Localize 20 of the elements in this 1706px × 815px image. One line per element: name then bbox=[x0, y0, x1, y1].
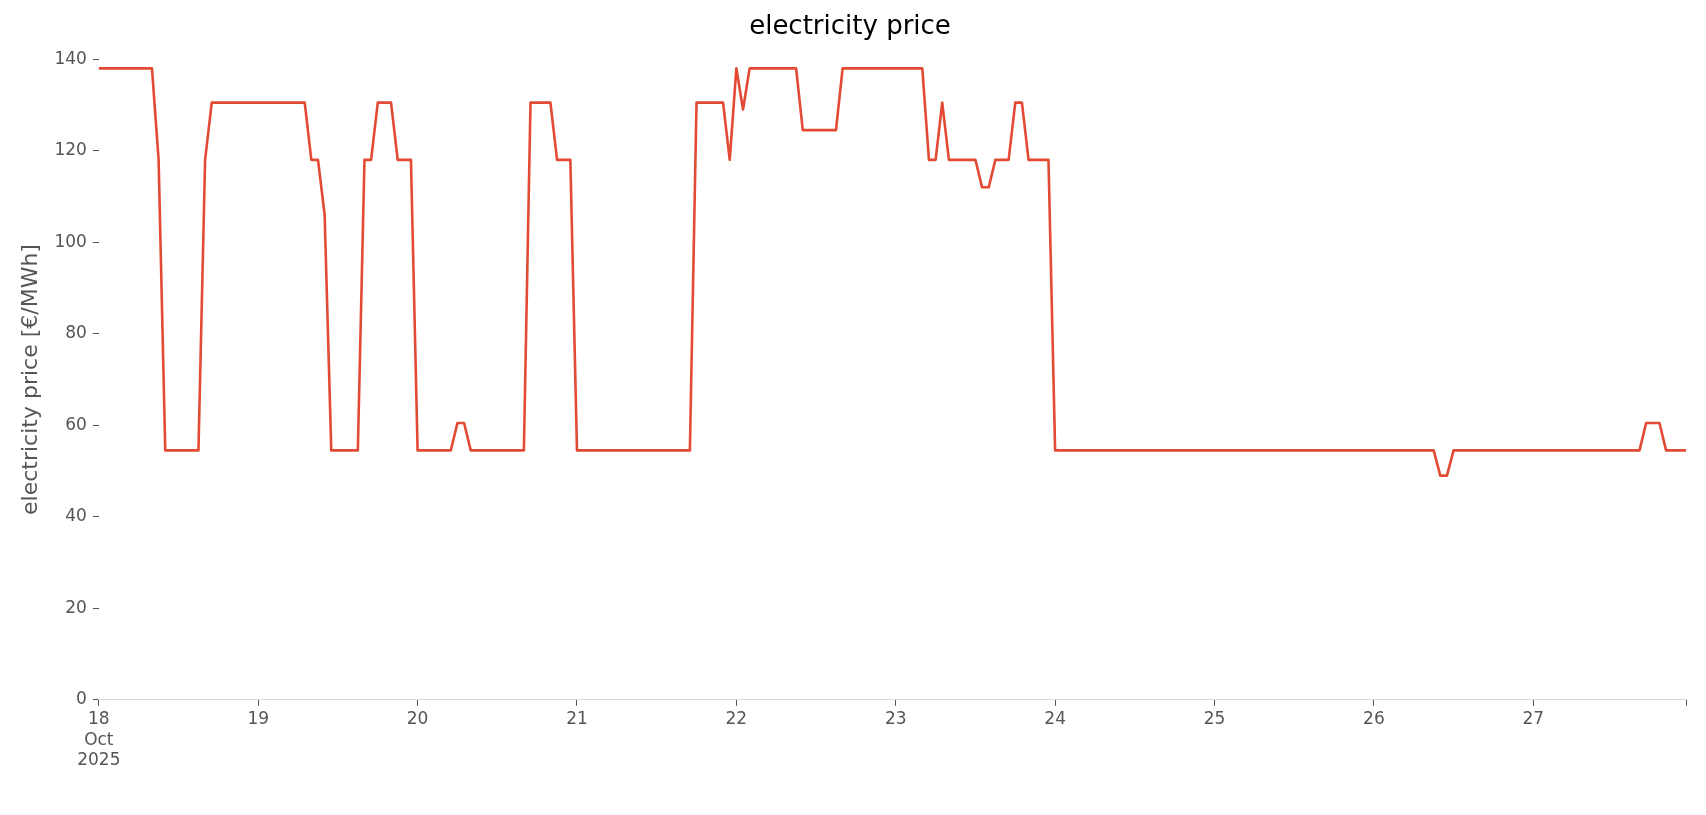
y-tick-label: 0 bbox=[76, 688, 87, 709]
y-tick-label: 140 bbox=[54, 47, 87, 68]
x-tick-label: 27 bbox=[1522, 708, 1545, 729]
y-tick-label: 100 bbox=[54, 230, 87, 251]
x-tick-label: 26 bbox=[1363, 708, 1385, 729]
y-tick-label: 80 bbox=[65, 322, 87, 343]
x-tick-label: 18 Oct 2025 bbox=[77, 708, 121, 770]
x-tick-label: 22 bbox=[725, 708, 748, 729]
x-tick-label: 19 bbox=[247, 708, 270, 729]
x-tick-label: 21 bbox=[566, 708, 588, 729]
x-tick-label: 24 bbox=[1044, 708, 1066, 729]
y-tick-label: 60 bbox=[65, 413, 87, 434]
x-tick-label: 23 bbox=[884, 708, 907, 729]
y-tick-label: 20 bbox=[65, 596, 87, 617]
y-tick-label: 40 bbox=[65, 505, 87, 526]
chart-title: electricity price bbox=[749, 10, 951, 41]
x-tick-label: 25 bbox=[1203, 708, 1226, 729]
x-tick-label: 20 bbox=[406, 708, 429, 729]
y-axis-title: electricity price [€/MWh] bbox=[16, 244, 42, 515]
y-tick-label: 120 bbox=[54, 139, 87, 160]
